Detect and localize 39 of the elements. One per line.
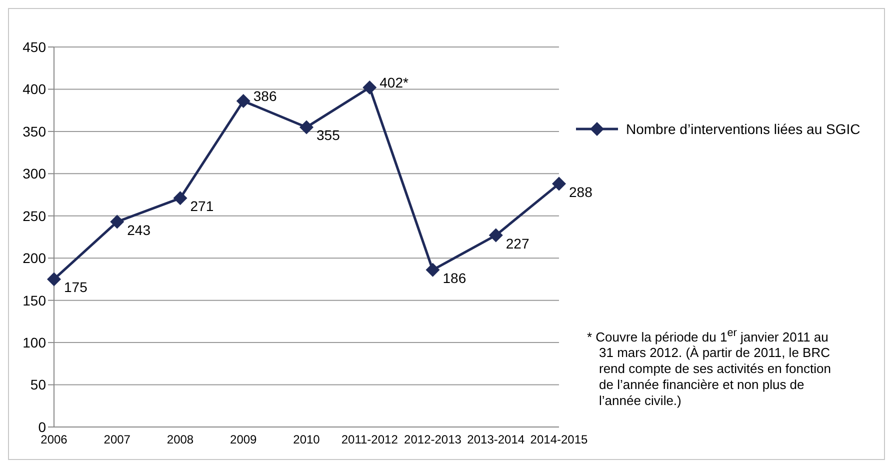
- x-tick-label: 2014-2015: [530, 432, 588, 447]
- y-tick-label: 250: [22, 208, 46, 224]
- y-tick-label: 400: [22, 81, 46, 98]
- y-tick-label: 50: [30, 376, 46, 393]
- x-tick-label: 2009: [230, 432, 258, 447]
- point: [47, 272, 61, 286]
- legend-label: Nombre d’interventions liées au SGIC: [626, 121, 860, 137]
- point: [362, 80, 377, 95]
- point: [173, 191, 188, 206]
- x-tick-label: 2013-2014: [467, 432, 525, 447]
- y-tick-label: 200: [22, 250, 46, 266]
- point: [552, 176, 566, 191]
- point: [110, 214, 124, 229]
- point: [300, 120, 314, 134]
- data-label: 386: [253, 88, 277, 104]
- y-tick-label: 0: [38, 418, 46, 435]
- data-label: 243: [127, 222, 151, 238]
- point: [488, 228, 503, 242]
- data-label: 186: [442, 270, 466, 286]
- point: [426, 262, 440, 277]
- y-tick-label: 450: [22, 38, 46, 55]
- x-tick-label: 2011-2012: [341, 432, 398, 447]
- data-label: 175: [64, 279, 88, 296]
- data-label: 355: [316, 127, 340, 144]
- data-label: 402*: [380, 74, 409, 91]
- x-tick-label: 2012-2013: [404, 432, 462, 447]
- x-tick-label: 2010: [293, 432, 320, 447]
- x-tick-label: 2006: [40, 432, 68, 447]
- x-tick-label: 2007: [104, 432, 131, 447]
- y-tick-label: 350: [22, 123, 46, 140]
- data-label: 227: [506, 235, 530, 252]
- data-label: 271: [190, 198, 214, 214]
- x-tick-label: 2008: [166, 432, 194, 447]
- y-tick-label: 100: [22, 334, 46, 351]
- point: [236, 94, 250, 108]
- y-tick-label: 300: [22, 166, 46, 182]
- text: * Couvre la période du 1$^{er}$ janvier 2011 au 31 mars 2012. (À partir de 2011, le BRC rend compte de ses activités en fonction de l’année financière et non plus de l’année civile.): [587, 326, 832, 410]
- data-label: 288: [569, 184, 593, 200]
- y-tick-label: 150: [22, 292, 46, 308]
